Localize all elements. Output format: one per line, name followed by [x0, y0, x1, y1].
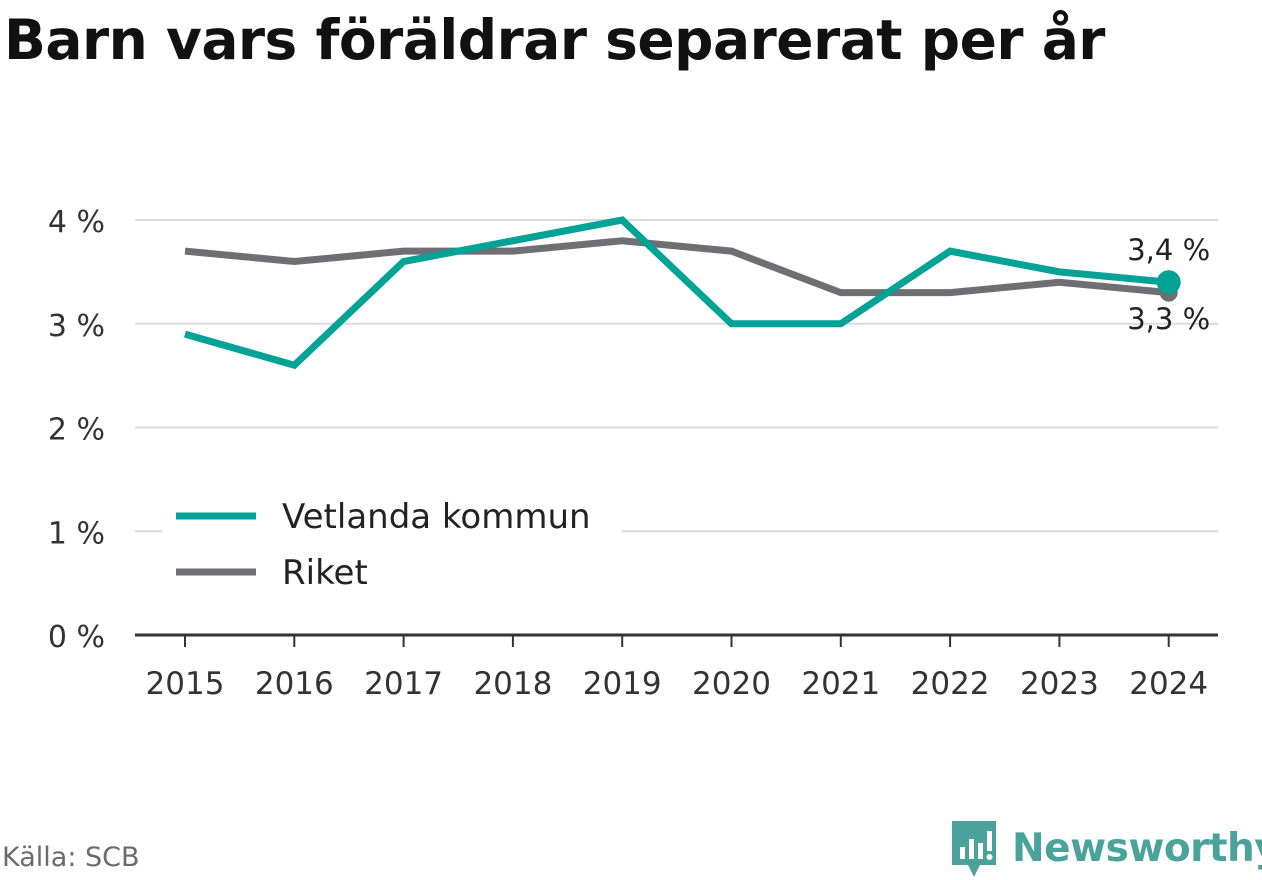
- legend: Vetlanda kommun Riket: [162, 494, 622, 604]
- x-tick-label: 2017: [364, 666, 443, 702]
- series-line: [184, 237, 1170, 297]
- end-labels: 3,4 % 3,3 %: [1127, 233, 1210, 336]
- y-tick-label: 3 %: [48, 309, 105, 344]
- legend-background: [162, 494, 622, 604]
- x-tick-label: 2022: [911, 666, 990, 702]
- newsworthy-logo-icon: [952, 821, 996, 877]
- end-label-riket: 3,3 %: [1127, 302, 1210, 336]
- brand-logo: Newsworthy: [950, 816, 1262, 880]
- legend-label: Vetlanda kommun: [282, 497, 591, 537]
- series-lines: [184, 216, 1181, 370]
- y-tick-label: 2 %: [48, 413, 105, 448]
- end-label-vetlanda: 3,4 %: [1127, 233, 1210, 267]
- legend-label: Riket: [282, 553, 368, 593]
- y-axis-ticks: 0 % 1 % 2 % 3 % 4 %: [48, 205, 105, 655]
- series-line: [184, 216, 1170, 370]
- y-tick-label: 0 %: [48, 620, 105, 655]
- x-tick-label: 2023: [1020, 666, 1099, 702]
- y-tick-label: 4 %: [48, 205, 105, 240]
- brand-name: Newsworthy: [1012, 825, 1262, 871]
- x-tick-label: 2024: [1129, 666, 1208, 702]
- x-tick-label: 2018: [473, 666, 552, 702]
- chart-title: Barn vars föräldrar separerat per år: [4, 8, 1105, 72]
- source-note: Källa: SCB: [2, 842, 140, 873]
- y-tick-label: 1 %: [48, 516, 105, 551]
- x-tick-label: 2021: [801, 666, 880, 702]
- x-tick-label: 2019: [583, 666, 662, 702]
- x-tick-label: 2016: [255, 666, 334, 702]
- line-chart: 0 % 1 % 2 % 3 % 4 % 2015 2016 2017 2018 2019 2020…: [48, 205, 1218, 702]
- x-tick-label: 2015: [146, 666, 225, 702]
- x-tick-label: 2020: [692, 666, 771, 702]
- x-axis-ticks: 2015 2016 2017 2018 2019 2020 2021 2022 2023 2024: [146, 635, 1208, 702]
- end-point: [1156, 270, 1181, 295]
